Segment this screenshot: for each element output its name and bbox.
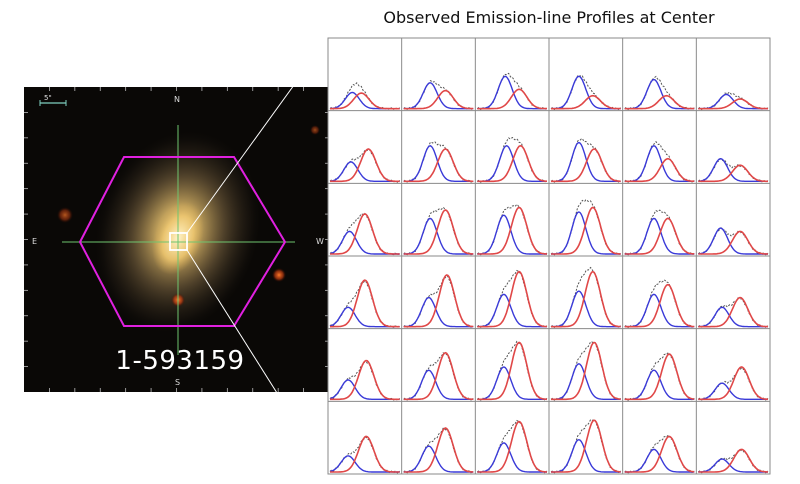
red-profile-line xyxy=(403,274,474,328)
total-profile-line xyxy=(697,297,769,329)
red-profile-line xyxy=(551,341,621,401)
red-profile-line xyxy=(551,270,621,328)
red-profile-line xyxy=(403,89,474,110)
figure-title: Observed Emission-line Profiles at Cente… xyxy=(383,8,715,27)
red-profile-line xyxy=(330,148,400,183)
blue-profile-line xyxy=(551,141,621,183)
total-profile-line xyxy=(476,203,548,256)
red-profile-line xyxy=(403,209,474,255)
ifu-hexagon xyxy=(78,156,287,327)
blue-profile-line xyxy=(550,290,621,328)
blue-profile-line xyxy=(551,211,621,255)
red-profile-line xyxy=(624,353,695,401)
blue-profile-line xyxy=(551,438,621,473)
red-profile-line xyxy=(330,359,400,401)
red-profile-line xyxy=(330,279,400,328)
blue-profile-line xyxy=(477,75,547,110)
red-profile-line xyxy=(624,283,695,328)
foreground-star xyxy=(310,125,320,135)
blue-profile-line xyxy=(698,93,768,110)
red-profile-line xyxy=(403,148,474,183)
red-profile-line xyxy=(698,98,769,110)
total-profile-line xyxy=(476,419,548,474)
center-box xyxy=(169,232,188,251)
compass-west: W xyxy=(316,237,324,246)
total-profile-line xyxy=(476,269,548,329)
blue-profile-line xyxy=(624,145,695,183)
red-profile-line xyxy=(698,164,768,183)
compass-north: N xyxy=(174,95,180,104)
red-profile-line xyxy=(403,427,474,473)
red-profile-line xyxy=(477,270,548,328)
red-profile-line xyxy=(624,94,695,110)
compass-east: E xyxy=(32,237,38,246)
image-border-ticks xyxy=(24,87,329,392)
blue-profile-line xyxy=(477,214,547,255)
red-profile-line xyxy=(477,144,547,183)
total-profile-line xyxy=(403,352,474,401)
blue-profile-line xyxy=(624,78,695,110)
red-profile-line xyxy=(330,213,400,255)
red-profile-line xyxy=(403,351,474,401)
total-profile-line xyxy=(697,448,769,474)
red-profile-line xyxy=(551,206,621,255)
zoom-line-top xyxy=(186,37,329,234)
total-profile-line xyxy=(697,227,769,256)
red-profile-line xyxy=(330,435,400,473)
scale-label: 5" xyxy=(44,94,52,102)
red-profile-line xyxy=(551,419,621,473)
blue-profile-line xyxy=(477,145,547,183)
total-profile-line xyxy=(550,74,622,111)
blue-profile-line xyxy=(698,306,768,328)
red-profile-line xyxy=(698,230,769,255)
red-profile-line xyxy=(624,435,695,473)
red-profile-line xyxy=(624,157,695,183)
blue-profile-line xyxy=(403,445,474,473)
blue-profile-line xyxy=(403,217,474,255)
zoom-line-bottom xyxy=(186,249,329,475)
foreground-star xyxy=(272,268,286,282)
blue-profile-line xyxy=(698,382,768,400)
red-profile-line xyxy=(477,420,547,473)
total-profile-line xyxy=(550,266,622,329)
red-profile-line xyxy=(551,148,621,183)
blue-profile-line xyxy=(698,458,768,473)
blue-profile-line xyxy=(403,145,474,183)
blue-profile-line xyxy=(698,157,768,183)
blue-profile-line xyxy=(550,75,621,110)
blue-profile-line xyxy=(624,217,695,255)
red-profile-line xyxy=(477,206,547,255)
blue-profile-line xyxy=(551,363,621,400)
red-profile-line xyxy=(551,94,621,110)
foreground-star xyxy=(57,207,73,223)
red-profile-line xyxy=(698,448,768,473)
red-profile-line xyxy=(477,88,547,110)
red-profile-line xyxy=(624,217,695,255)
blue-profile-line xyxy=(477,442,547,473)
blue-profile-line xyxy=(403,369,474,400)
blue-profile-line xyxy=(698,227,768,255)
total-profile-line xyxy=(476,340,548,401)
blue-profile-line xyxy=(477,366,547,400)
blue-profile-line xyxy=(329,161,400,183)
blue-profile-line xyxy=(477,293,547,328)
profile-grid xyxy=(327,37,771,475)
compass-south: S xyxy=(175,378,181,387)
blue-profile-line xyxy=(403,296,474,328)
galaxy-id-label: 1-593159 xyxy=(115,346,245,376)
total-profile-line xyxy=(550,341,622,401)
red-profile-line xyxy=(330,92,400,110)
total-profile-line xyxy=(329,148,401,183)
total-profile-line xyxy=(697,367,769,401)
red-profile-line xyxy=(477,341,548,401)
red-profile-line xyxy=(698,366,769,401)
red-profile-line xyxy=(698,296,768,328)
